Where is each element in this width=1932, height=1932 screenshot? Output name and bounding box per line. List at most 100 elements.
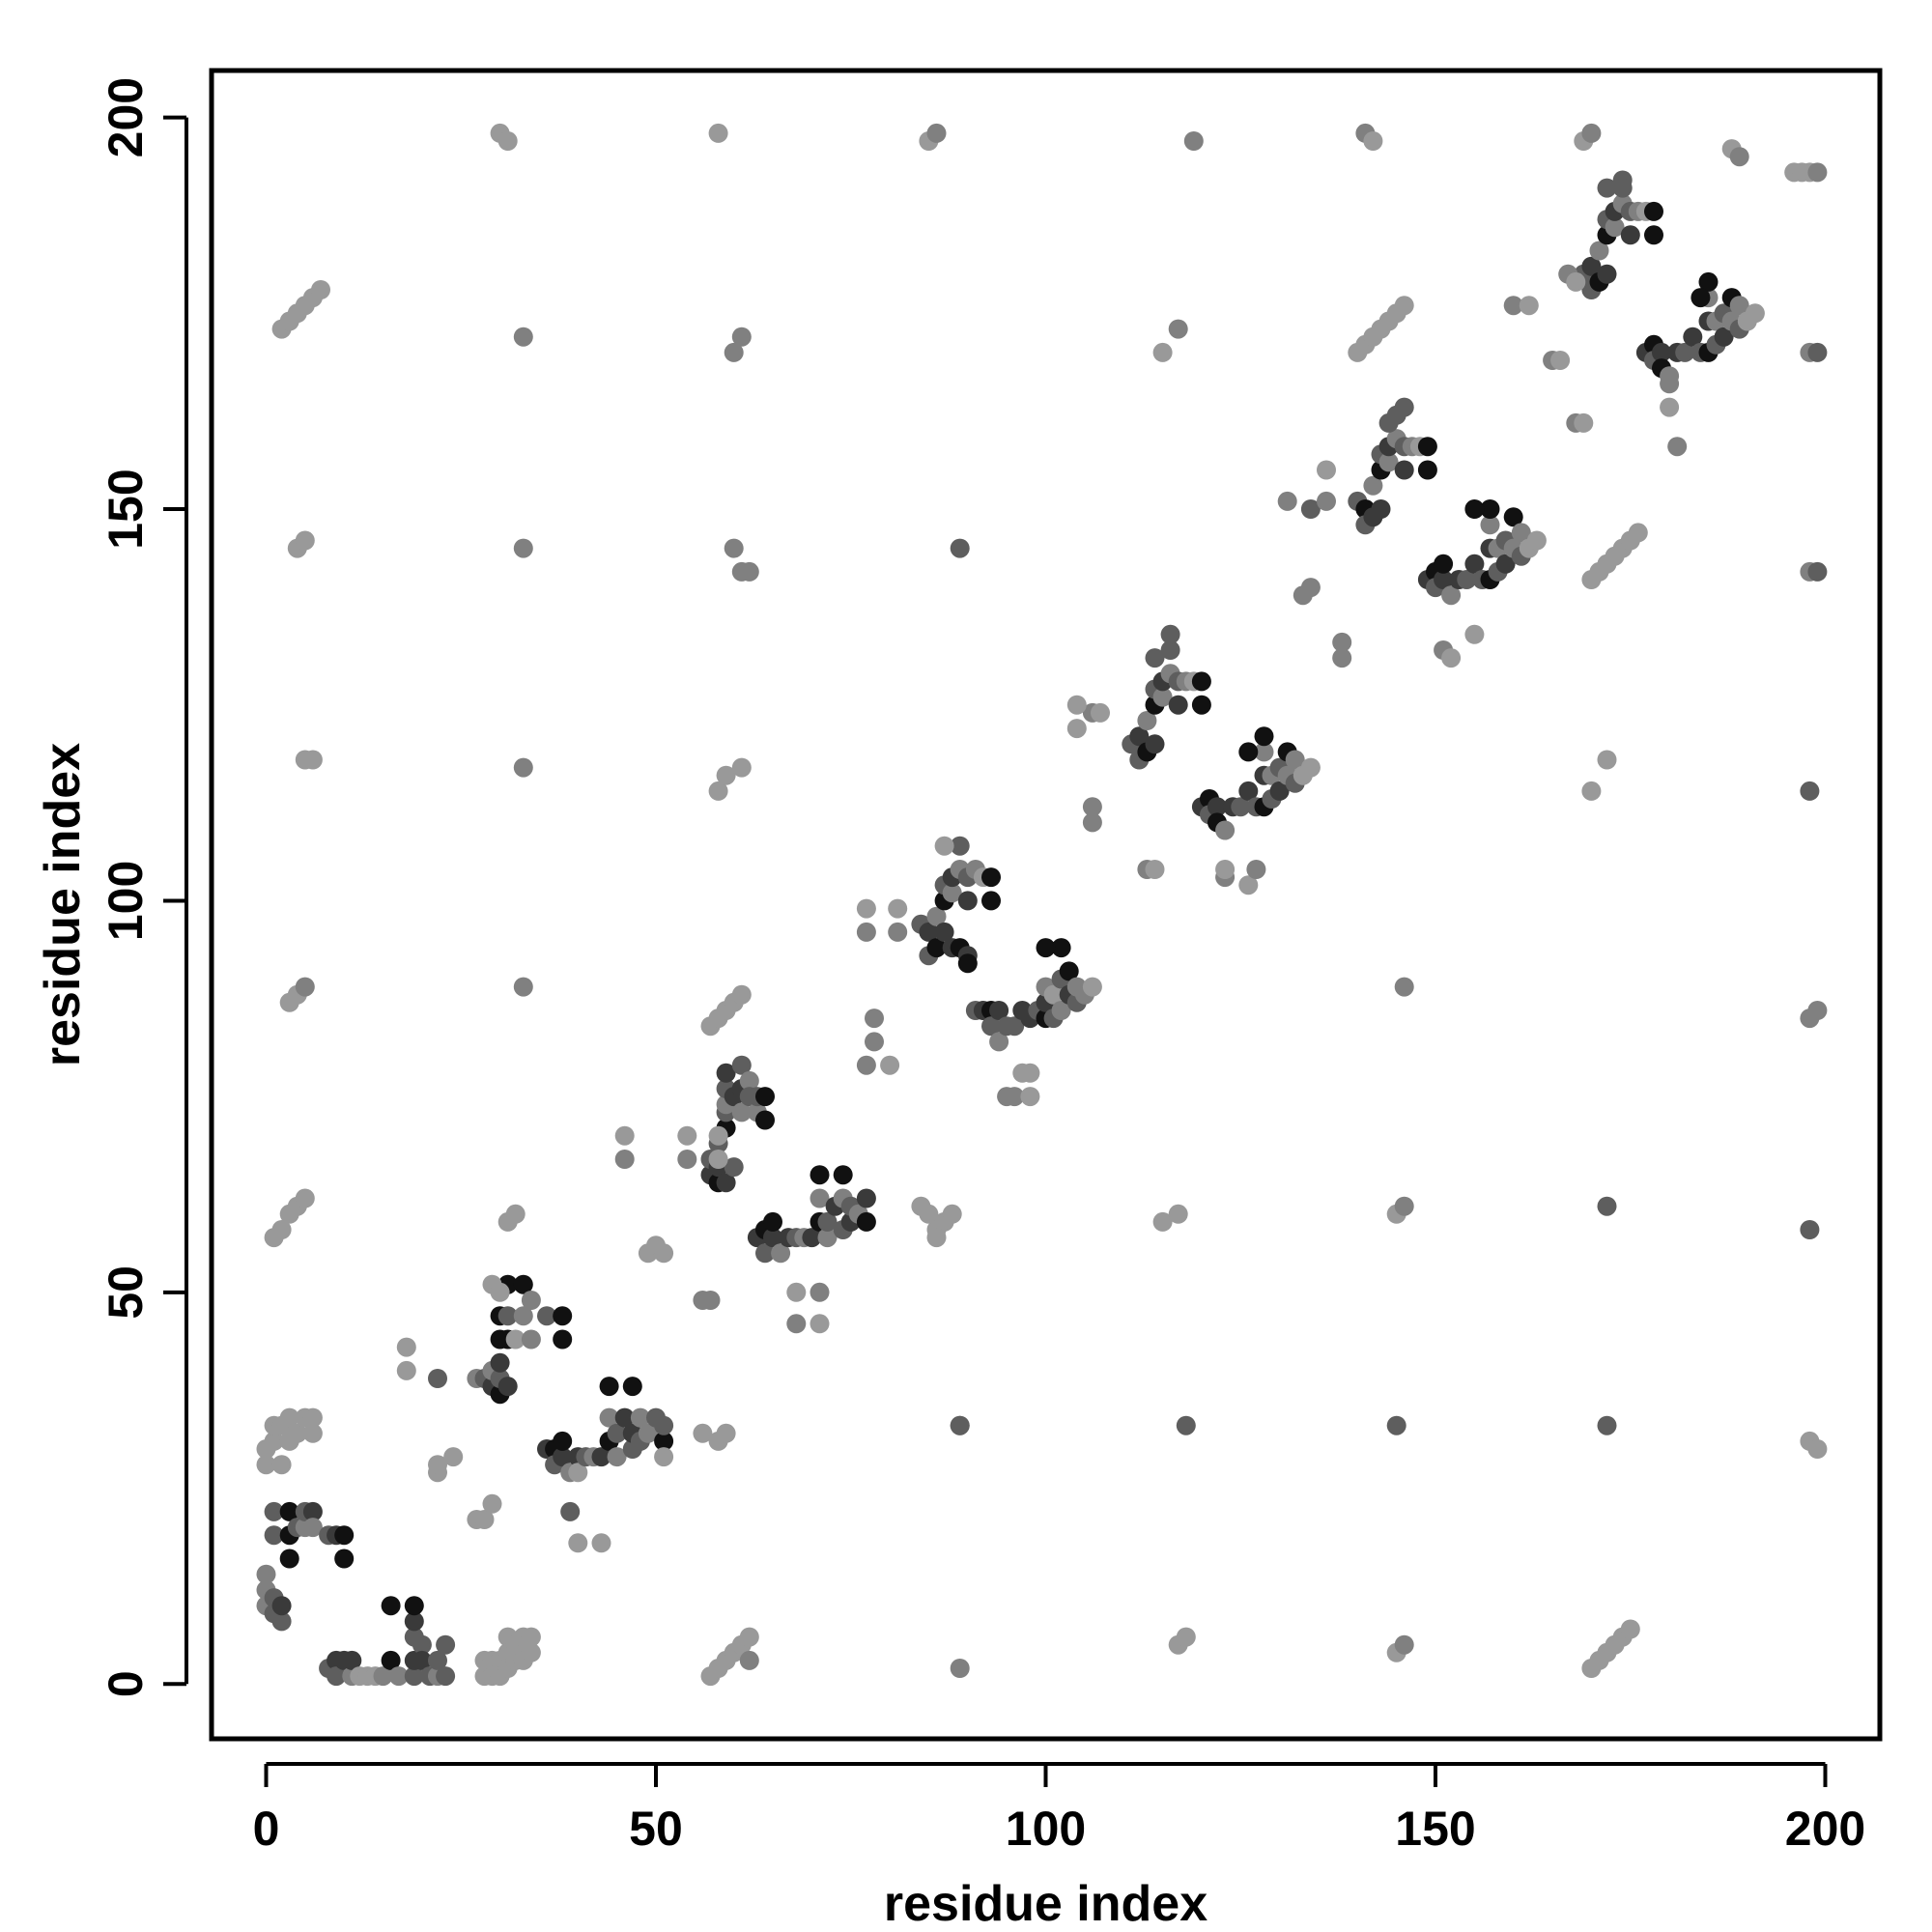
data-point — [1683, 327, 1703, 347]
plot-frame — [209, 68, 1883, 1742]
data-point — [396, 1360, 416, 1380]
data-point — [1620, 225, 1640, 245]
data-point — [614, 1125, 635, 1146]
data-point — [537, 1306, 556, 1326]
data-point — [1208, 797, 1227, 817]
data-point — [327, 1666, 347, 1687]
data-point — [279, 1548, 299, 1569]
data-point — [505, 1204, 526, 1224]
data-point — [763, 1211, 782, 1232]
data-point — [638, 1423, 658, 1443]
data-point — [1394, 1196, 1414, 1216]
data-point — [295, 530, 315, 551]
data-point — [1675, 342, 1695, 362]
data-point — [1059, 961, 1079, 981]
data-point — [810, 1282, 830, 1302]
data-point — [1066, 719, 1087, 739]
data-point — [888, 898, 908, 919]
data-point — [716, 765, 736, 785]
data-point — [334, 1548, 355, 1569]
data-point — [1644, 225, 1663, 245]
data-point — [708, 123, 728, 143]
data-point — [521, 1291, 541, 1310]
data-point — [926, 906, 947, 926]
data-point — [553, 1306, 573, 1326]
data-point — [739, 561, 759, 582]
data-point — [264, 1431, 284, 1451]
data-point — [1394, 397, 1414, 417]
data-point — [381, 1650, 401, 1670]
data-point — [1160, 624, 1180, 644]
data-point — [1145, 860, 1165, 879]
data-point — [1434, 570, 1454, 589]
y-tick-label: 150 — [99, 469, 153, 549]
data-point — [513, 1274, 533, 1294]
data-point — [1417, 460, 1437, 480]
data-point — [1581, 781, 1602, 801]
data-point — [1745, 303, 1765, 324]
data-point — [865, 1009, 884, 1029]
data-point — [614, 1150, 635, 1169]
data-point — [279, 1501, 299, 1521]
data-point — [614, 1407, 635, 1428]
data-point — [1800, 1220, 1820, 1239]
data-point — [591, 1533, 611, 1553]
data-point — [731, 1102, 752, 1122]
data-point — [693, 1423, 713, 1443]
data-point — [1581, 256, 1602, 276]
data-point — [731, 757, 752, 778]
data-point — [708, 781, 728, 801]
data-point — [1285, 750, 1305, 770]
data-point — [1394, 977, 1414, 997]
data-point — [271, 1596, 292, 1616]
data-point — [957, 891, 978, 911]
data-point — [256, 1455, 276, 1475]
data-point — [810, 1188, 830, 1208]
data-point — [1597, 1196, 1617, 1216]
data-point — [513, 538, 533, 558]
data-point — [264, 1501, 284, 1521]
data-point — [888, 922, 908, 942]
data-point — [1441, 585, 1462, 606]
data-point — [1566, 271, 1586, 292]
data-point — [1495, 554, 1516, 574]
data-point — [295, 977, 315, 997]
data-point — [856, 898, 876, 919]
data-point — [513, 977, 533, 997]
data-point — [1729, 147, 1749, 167]
data-point — [521, 1642, 541, 1662]
data-point — [739, 1627, 759, 1647]
data-point — [1807, 561, 1828, 582]
data-point — [1363, 131, 1383, 151]
data-point — [1605, 217, 1625, 238]
data-point — [1597, 178, 1617, 198]
data-point — [833, 1165, 853, 1185]
data-point — [739, 1650, 759, 1670]
data-point — [989, 1001, 1009, 1020]
data-point — [404, 1666, 424, 1687]
data-point — [957, 953, 978, 974]
data-point — [1066, 695, 1087, 715]
data-point — [287, 1423, 307, 1443]
data-point — [1051, 1001, 1071, 1020]
data-point — [731, 984, 752, 1005]
data-point — [755, 1087, 775, 1107]
data-point — [1238, 742, 1259, 762]
data-point — [271, 1220, 292, 1239]
data-point — [1137, 711, 1157, 730]
data-point — [1511, 523, 1531, 543]
x-axis: 0 50 100 150 200 — [253, 1762, 1865, 1856]
data-point — [630, 1407, 650, 1428]
data-point — [302, 1501, 323, 1521]
data-point — [654, 1415, 674, 1435]
data-point — [1363, 475, 1383, 496]
data-point — [786, 1314, 807, 1334]
data-point — [302, 1423, 323, 1443]
data-point — [934, 836, 954, 856]
data-point — [622, 1377, 642, 1397]
data-point — [919, 1204, 939, 1224]
data-point — [311, 280, 330, 299]
data-point — [880, 1055, 900, 1075]
data-point — [1628, 523, 1648, 543]
data-point — [560, 1501, 581, 1521]
